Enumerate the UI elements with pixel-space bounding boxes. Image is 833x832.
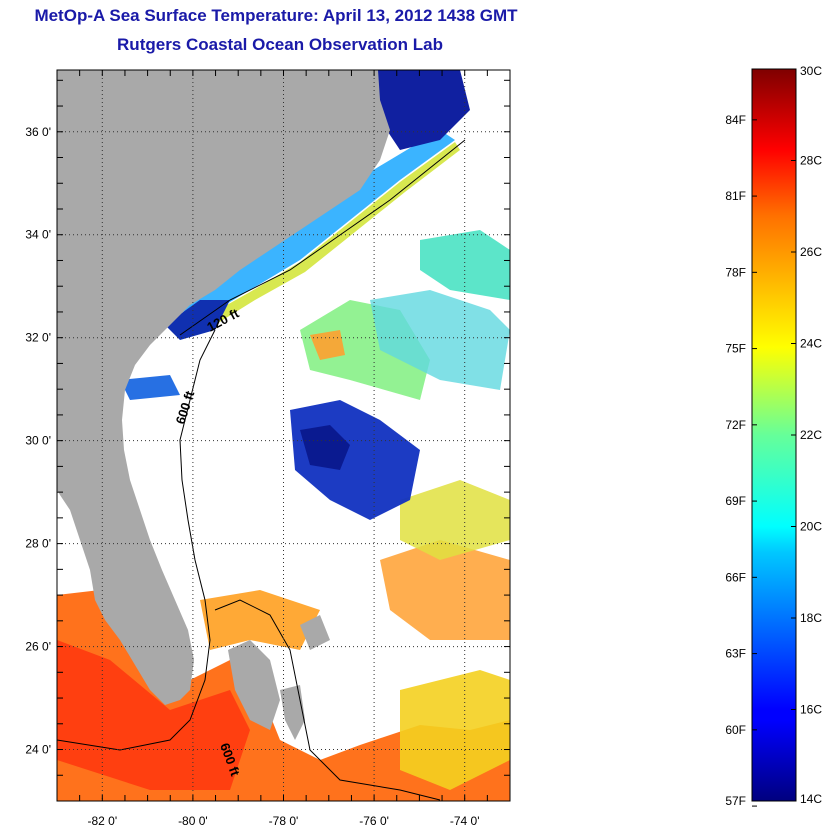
colorbar-c-label: 30C bbox=[800, 64, 822, 78]
sst-coastal-cyan bbox=[180, 130, 455, 320]
sst-coastal-yellow-strip bbox=[200, 142, 460, 328]
colorbar-c-label: 16C bbox=[800, 703, 822, 717]
land-bahamas-abaco bbox=[280, 685, 305, 740]
sst-coastal-deep-blue bbox=[165, 300, 230, 340]
land-bahamas-andros bbox=[228, 640, 280, 730]
colorbar-f-label: 66F bbox=[725, 570, 746, 584]
map-title: MetOp-A Sea Surface Temperature: April 1… bbox=[34, 6, 518, 25]
lat-tick-label: 32 0' bbox=[25, 331, 51, 345]
sst-florida-blue bbox=[120, 375, 180, 400]
sst-orange-patch-mid bbox=[310, 330, 345, 360]
lat-tick-label: 36 0' bbox=[25, 125, 51, 139]
sst-blue-core-2 bbox=[300, 425, 350, 470]
sst-orange-east bbox=[380, 540, 510, 640]
colorbar-c-label: 26C bbox=[800, 245, 822, 259]
sst-warm-south-red bbox=[57, 640, 250, 790]
colorbar-c-label: 28C bbox=[800, 154, 822, 168]
colorbar-f-label: 69F bbox=[725, 494, 746, 508]
colorbar-f-label: 57F bbox=[725, 794, 746, 808]
colorbar bbox=[751, 68, 797, 802]
contour-600ft-bahamas bbox=[214, 599, 441, 801]
colorbar-f-label: 78F bbox=[725, 265, 746, 279]
sst-warm-gulf-stream bbox=[200, 590, 320, 650]
lat-tick-label: 26 0' bbox=[25, 640, 51, 654]
colorbar-c-label: 22C bbox=[800, 428, 822, 442]
colorbar-f-label: 84F bbox=[725, 113, 746, 127]
colorbar-f-label: 81F bbox=[725, 189, 746, 203]
land-southeast-us bbox=[57, 70, 390, 705]
colorbar-c-label: 14C bbox=[800, 792, 822, 806]
lon-tick-label: -74 0' bbox=[450, 814, 480, 828]
colorbar-f-label: 75F bbox=[725, 342, 746, 356]
land-bahamas-eleuthera bbox=[300, 615, 330, 650]
map-axis-ticks: 36 0' 34 0' 32 0' 30 0' 28 0' 26 0' 24 0' -82 0… bbox=[25, 70, 511, 828]
lat-tick-label: 30 0' bbox=[25, 434, 51, 448]
colorbar-f-label: 60F bbox=[725, 723, 746, 737]
colorbar-c-label: 18C bbox=[800, 611, 822, 625]
lat-tick-label: 28 0' bbox=[25, 537, 51, 551]
contour-600ft bbox=[57, 329, 216, 751]
colorbar-c-label: 20C bbox=[800, 520, 822, 534]
sst-pamlico-blue bbox=[375, 70, 470, 150]
colorbar-f-label: 72F bbox=[725, 418, 746, 432]
map-subtitle: Rutgers Coastal Ocean Observation Lab bbox=[117, 35, 443, 54]
colorbar-c-label: 24C bbox=[800, 337, 822, 351]
sst-cyan-band bbox=[370, 290, 510, 390]
map-area bbox=[57, 70, 510, 801]
lon-tick-label: -80 0' bbox=[178, 814, 208, 828]
sst-cyan-patch-ne bbox=[420, 230, 510, 300]
lat-tick-label: 24 0' bbox=[25, 743, 51, 757]
lon-tick-label: -76 0' bbox=[359, 814, 389, 828]
sst-yellow-mid bbox=[400, 480, 510, 560]
colorbar-f-label: 63F bbox=[725, 647, 746, 661]
sst-yellow-east bbox=[400, 670, 510, 790]
lon-tick-label: -78 0' bbox=[269, 814, 299, 828]
contour-120ft bbox=[179, 139, 466, 336]
lat-tick-label: 34 0' bbox=[25, 228, 51, 242]
lon-tick-label: -82 0' bbox=[87, 814, 117, 828]
colorbar-ticks: 30C 28C 26C 24C 22C 20C 18C 16C 14C 84F 81F 78F 75F 7… bbox=[725, 64, 822, 808]
